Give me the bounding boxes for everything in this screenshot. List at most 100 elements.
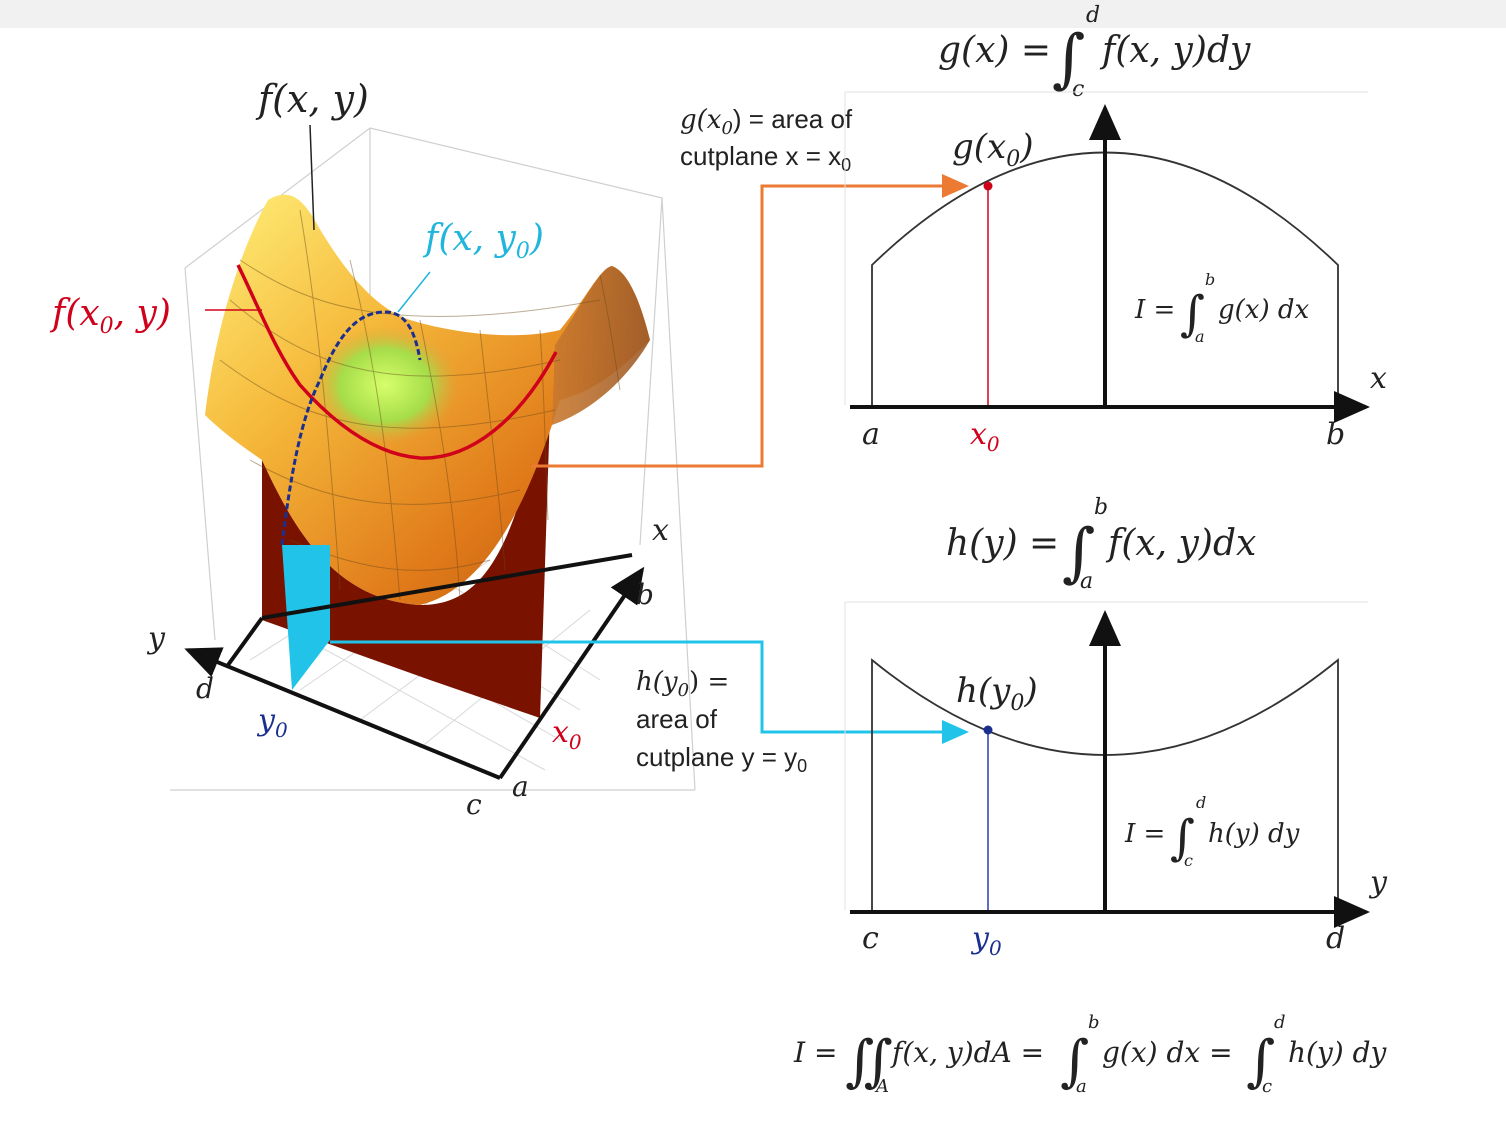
cutplane-x0 (262, 350, 552, 718)
svg-text:g(x0) = area of: g(x0) = area of (680, 104, 853, 139)
chart-g-tick-x0: x0 (970, 417, 1000, 456)
annotation-g-sub: 0 (721, 118, 732, 139)
surface-plot-3d: f(x, y) f(x, y0) f(x0, y) x y b d a c y0… (49, 77, 696, 821)
axis3d-a-label: a (512, 770, 529, 803)
axis3d-y0-main: y (256, 703, 276, 738)
chart-h-axis-label: y (1368, 865, 1388, 900)
annotation-h: h(y0) = area of cutplane y = y0 (636, 667, 807, 776)
formula-h-lhs: h(y) = (946, 523, 1059, 564)
chart-g-tick-x0-main: x (970, 417, 987, 452)
annotation-h-rhs: ) = (689, 667, 729, 697)
chart-g-tick-x0-sub: 0 (987, 432, 1000, 456)
chart-g: g(x) = ∫ d c f(x, y)dy g(x0) I = ∫ b a g… (844, 3, 1387, 456)
x-axis-3d (498, 566, 645, 780)
chart-g-tick-b: b (1326, 417, 1345, 452)
bottom-formula-end-upper: d (1274, 1012, 1286, 1033)
h-y0-label-tail: ) (1023, 671, 1037, 711)
bounding-box (170, 127, 696, 791)
h-y0-label: h(y0) (956, 671, 1038, 716)
label-f-x-y0-main: f(x, y (422, 218, 517, 259)
annotation-g-lhs: g(x (680, 105, 722, 135)
bottom-formula-mid-integrand: g(x) dx = (1102, 1036, 1233, 1069)
top-shade (0, 0, 1506, 28)
svg-text:cutplane x = x0: cutplane x = x0 (680, 141, 851, 175)
chart-h-integral-integrand: h(y) dy (1208, 819, 1300, 849)
bottom-formula-double-integral: ∬ (845, 1029, 893, 1094)
chart-g-integral-lhs: I = (1134, 295, 1175, 325)
chart-h-tick-y0-sub: 0 (989, 936, 1002, 960)
chart-h-tick-y0: y0 (970, 921, 1002, 960)
label-f-x0-y: f(x0, y) (49, 293, 171, 339)
chart-g-axis-label: x (1370, 361, 1387, 396)
label-f-x0-y-tail: , y) (114, 293, 171, 334)
annotation-h-line3-sub: 0 (797, 756, 807, 776)
svg-text:f(x, y0): f(x, y0) (422, 218, 544, 264)
label-f-xy: f(x, y) (255, 77, 369, 121)
leader-f-x-y0 (397, 271, 431, 313)
cutplane-y0 (282, 545, 330, 690)
g-x0-label-main: g(x (952, 127, 1006, 167)
bottom-formula-end-lower: c (1262, 1076, 1272, 1097)
formula-g-upper: d (1086, 3, 1100, 28)
bottom-formula-end-integral: ∫ (1246, 1029, 1275, 1094)
curve-f-x0-y (236, 264, 558, 460)
h-y0-point (983, 725, 993, 735)
svg-text:f(x0, y): f(x0, y) (49, 293, 171, 339)
annotation-g-rhs: ) = area of (733, 104, 853, 134)
svg-text:cutplane y = y0: cutplane y = y0 (636, 742, 807, 776)
label-f-x0-y-main: f(x (49, 293, 100, 334)
formula-g-lhs: g(x) = (938, 30, 1051, 71)
h-y0-label-sub: 0 (1010, 691, 1024, 716)
axis3d-d-label: d (196, 672, 214, 705)
leader-f-xy (309, 124, 315, 231)
formula-h-integrand: f(x, y)dx (1105, 523, 1256, 564)
chart-g-integral-integrand: g(x) dx (1218, 295, 1310, 325)
label-f-x0-y-sub: 0 (100, 314, 114, 339)
axis3d-x0-label: x0 (552, 715, 582, 754)
axis3d-y0-label: y0 (256, 703, 288, 742)
chart-g-integral-sign: ∫ (1180, 286, 1205, 342)
chart-g-tick-a: a (862, 417, 880, 452)
axis3d-b-label: b (636, 578, 654, 611)
annotation-g-line2-sub: 0 (841, 155, 851, 175)
annotation-g: g(x0) = area of cutplane x = x0 (680, 104, 853, 175)
axis3d-y0-sub: 0 (275, 718, 288, 742)
chart-h-tick-y0-main: y (970, 921, 990, 956)
surface-mesh (219, 209, 621, 601)
bottom-formula-region: A (874, 1076, 889, 1097)
g-x0-point (983, 181, 993, 191)
formula-g-integral-sign: ∫ (1052, 22, 1085, 96)
formula-g-integrand: f(x, y)dy (1099, 30, 1251, 71)
formula-h-upper: b (1094, 495, 1108, 520)
bottom-formula: I = ∬ A f(x, y)dA = ∫ b a g(x) dx = ∫ d … (793, 1012, 1388, 1097)
g-x0-label: g(x0) (952, 127, 1033, 172)
formula-g-lower: c (1072, 77, 1084, 102)
g-x0-label-tail: ) (1019, 127, 1033, 167)
axis3d-x0-main: x (552, 715, 569, 750)
surface-right-wing (552, 266, 650, 425)
axis3d-x0-sub: 0 (569, 730, 582, 754)
label-f-x-y0: f(x, y0) (422, 218, 544, 264)
axis3d-y-label: y (146, 621, 166, 656)
bottom-formula-mid-lower: a (1076, 1076, 1087, 1097)
chart-h-integral-lhs: I = (1124, 819, 1165, 849)
chart-h-tick-d: d (1326, 921, 1345, 956)
g-x0-label-sub: 0 (1006, 147, 1020, 172)
chart-g-integral-lower: a (1195, 327, 1205, 346)
curve-f-x-y0 (280, 310, 422, 546)
connector-orange (532, 174, 969, 468)
chart-g-integral-upper: b (1205, 270, 1215, 289)
bottom-formula-double-integrand: f(x, y)dA = (890, 1036, 1044, 1069)
svg-text:h(y0) =: h(y0) = (636, 667, 729, 701)
chart-h-tick-c: c (862, 921, 879, 956)
y-axis-3d (184, 647, 501, 780)
connector-cyan (330, 640, 969, 744)
annotation-g-line2: cutplane x = x (680, 141, 841, 171)
label-f-x-y0-sub: 0 (516, 239, 530, 264)
bottom-formula-end-integrand: h(y) dy (1288, 1036, 1388, 1069)
chart-h-integral-lower: c (1184, 851, 1193, 870)
annotation-h-line3: cutplane y = y (636, 742, 797, 772)
formula-h-integral-sign: ∫ (1062, 516, 1095, 590)
bottom-formula-mid-upper: b (1088, 1012, 1100, 1033)
